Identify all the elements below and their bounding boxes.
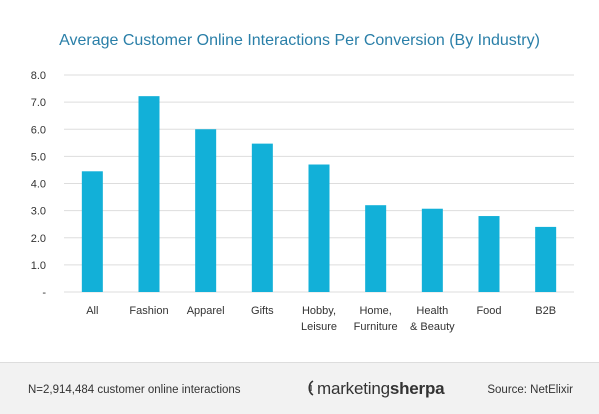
x-tick-label: Fashion xyxy=(129,305,168,317)
x-tick-label: Health & Beauty xyxy=(410,305,455,333)
y-tick-label: 6.0 xyxy=(31,124,46,136)
x-tick-label: B2B xyxy=(535,305,556,317)
x-tick-label: Apparel xyxy=(187,305,225,317)
bar xyxy=(421,208,443,292)
bar xyxy=(478,216,500,292)
chart-title: Average Customer Online Interactions Per… xyxy=(59,32,540,49)
bar xyxy=(308,164,330,292)
logo-text-marketing: marketing xyxy=(317,379,390,398)
sample-size-note: N=2,914,484 customer online interactions xyxy=(28,384,241,396)
bar xyxy=(251,143,273,292)
logo-mark-icon xyxy=(308,380,314,396)
y-tick-label: 8.0 xyxy=(31,70,46,82)
x-tick-label: Gifts xyxy=(251,305,274,317)
bar xyxy=(365,205,387,292)
y-tick-label: 7.0 xyxy=(31,97,46,109)
y-tick-label: - xyxy=(42,287,46,299)
y-tick-label: 2.0 xyxy=(31,233,46,245)
x-tick-label: Food xyxy=(476,305,501,317)
y-tick-label: 4.0 xyxy=(31,179,46,191)
y-tick-label: 1.0 xyxy=(31,260,46,272)
marketingsherpa-logo: marketingsherpa xyxy=(306,379,445,399)
y-tick-label: 5.0 xyxy=(31,151,46,163)
bar xyxy=(138,96,160,292)
x-tick-label: All xyxy=(86,305,98,317)
bar-chart: - 1.0 2.0 3.0 4.0 5.0 6.0 7.0 8.0 All Fashion Appar… xyxy=(31,70,574,333)
y-tick-label: 3.0 xyxy=(31,206,46,218)
bar xyxy=(195,129,217,292)
logo-text-sherpa: sherpa xyxy=(389,379,445,398)
x-tick-label: Home, Furniture xyxy=(354,305,398,333)
source-note: Source: NetElixir xyxy=(487,384,573,396)
x-tick-label: Hobby, Leisure xyxy=(301,305,337,333)
bar xyxy=(535,226,557,292)
footer: N=2,914,484 customer online interactions… xyxy=(0,362,599,414)
bar xyxy=(81,171,103,292)
